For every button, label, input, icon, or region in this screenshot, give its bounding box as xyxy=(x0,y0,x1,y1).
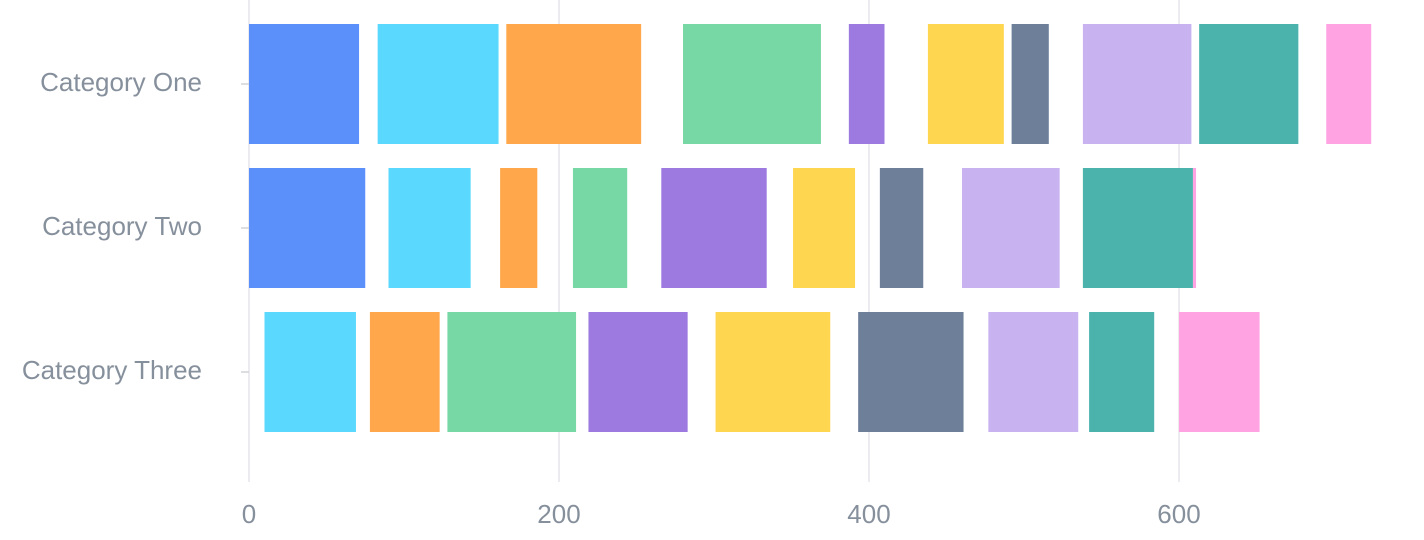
bar-1-9 xyxy=(1199,24,1299,144)
bar-3-6 xyxy=(858,312,964,432)
bar-2-1 xyxy=(249,168,366,288)
bar-3-3 xyxy=(447,312,577,432)
bar-2-6 xyxy=(793,168,856,288)
bar-2-2 xyxy=(388,168,471,288)
x-axis: 0 200 400 600 xyxy=(242,499,1201,529)
bar-2-4 xyxy=(572,168,628,288)
y-tick-label-3: Category Three xyxy=(22,355,202,385)
bar-3-1 xyxy=(264,312,356,432)
bar-2-3 xyxy=(500,168,538,288)
bar-3-2 xyxy=(369,312,440,432)
bar-1-10 xyxy=(1326,24,1372,144)
bar-segments xyxy=(249,24,1372,432)
bar-1-6 xyxy=(927,24,1004,144)
bar-1-1 xyxy=(249,24,360,144)
y-tick-label-2: Category Two xyxy=(42,211,202,241)
bar-2-7 xyxy=(879,168,924,288)
bar-2-5 xyxy=(661,168,767,288)
bar-2-10 xyxy=(1192,168,1197,288)
bar-3-8 xyxy=(1089,312,1155,432)
bar-1-3 xyxy=(506,24,642,144)
bar-1-4 xyxy=(683,24,821,144)
x-tick-label-3: 600 xyxy=(1157,499,1200,529)
y-tick-label-1: Category One xyxy=(40,67,202,97)
x-tick-label-0: 0 xyxy=(242,499,256,529)
bar-3-7 xyxy=(988,312,1079,432)
bar-1-8 xyxy=(1082,24,1192,144)
bar-3-5 xyxy=(715,312,831,432)
bar-3-4 xyxy=(588,312,688,432)
bar-3-9 xyxy=(1179,312,1260,432)
bar-2-8 xyxy=(962,168,1060,288)
y-axis: Category One Category Two Category Three xyxy=(22,67,249,385)
x-tick-label-2: 400 xyxy=(847,499,890,529)
bar-1-2 xyxy=(377,24,499,144)
x-tick-label-1: 200 xyxy=(537,499,580,529)
bar-1-5 xyxy=(848,24,885,144)
bar-1-7 xyxy=(1011,24,1049,144)
bar-2-9 xyxy=(1082,168,1193,288)
